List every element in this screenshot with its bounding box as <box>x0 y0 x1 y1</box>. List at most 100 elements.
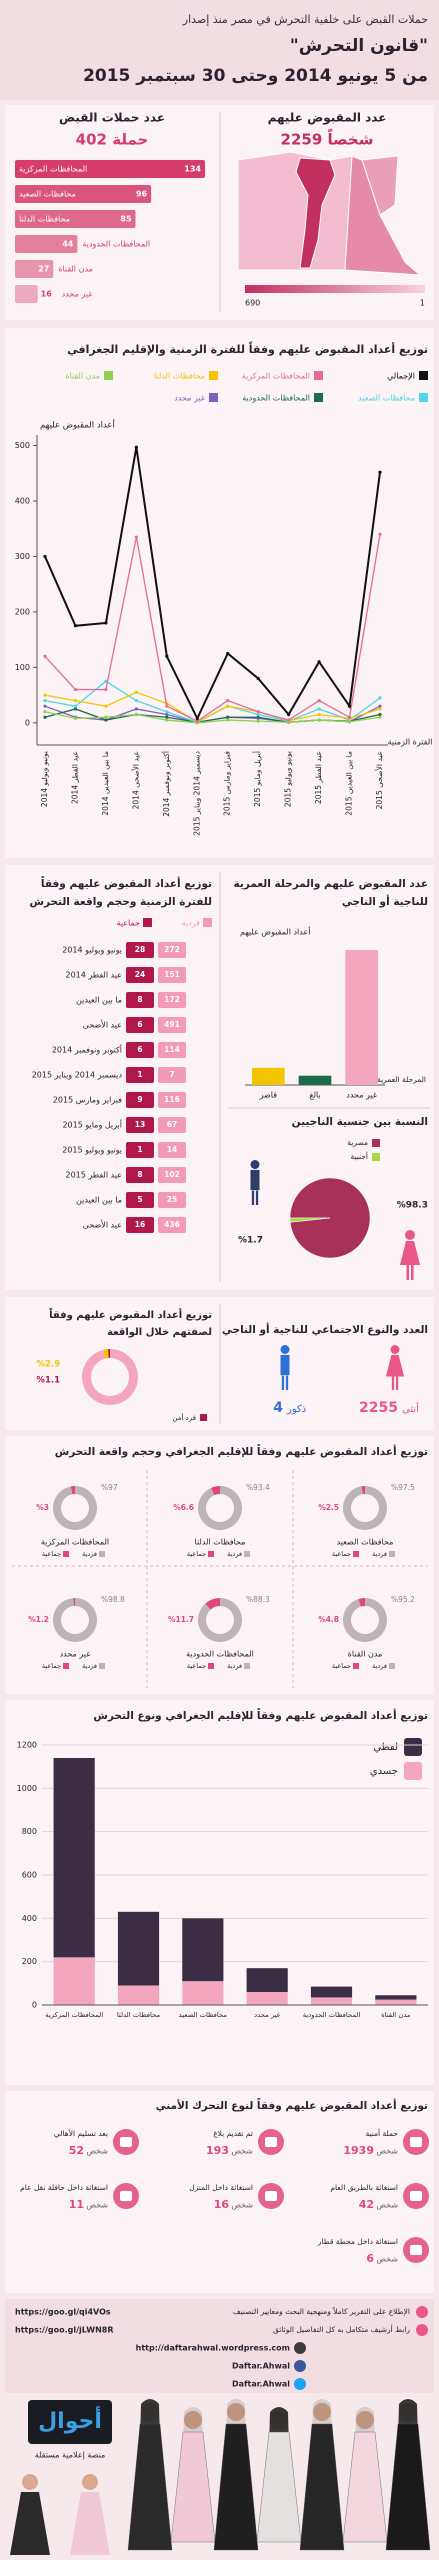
donut-slice <box>211 1486 220 1496</box>
unit: شخص <box>86 2201 108 2210</box>
x-tick-label: مدن القناة <box>381 2011 411 2019</box>
x-tick-label: غير محدد <box>254 2011 281 2019</box>
icon <box>406 1264 409 1280</box>
y-tick-label: 1000 <box>17 1784 37 1793</box>
icon <box>395 1375 399 1390</box>
point <box>43 554 47 559</box>
link-text: رابط أرشيف متكامل به كل التفاصيل الوثائق <box>273 2324 410 2334</box>
icon <box>405 1230 415 1240</box>
legend-label: جماعية <box>187 1662 206 1670</box>
chart-title: للفترة الزمنية وحجم واقعة التحرش <box>29 896 212 908</box>
scale-label: 1 <box>420 299 425 308</box>
legend-swatch <box>389 1551 395 1557</box>
table-cell <box>158 1042 186 1058</box>
cell-value: 13 <box>135 1120 145 1129</box>
cell-value: 67 <box>167 1120 177 1129</box>
row-label: أكتوبر ونوفمبر 2014 <box>52 1045 122 1055</box>
x-tick-label: قاصر <box>259 1091 278 1100</box>
legend-label: المحافظات المركزية <box>242 372 310 381</box>
point <box>104 718 108 722</box>
legend-label: جماعية <box>187 1550 206 1558</box>
y-tick-label: 1200 <box>17 1741 37 1750</box>
bar-segment <box>375 1999 417 2005</box>
icon <box>294 2360 306 2372</box>
point <box>73 699 78 703</box>
link-text: الإطلاع على التقرير كاملاً ومنهجية البحث… <box>233 2306 410 2316</box>
row-label: عيد الفطر 2015 <box>65 1171 122 1180</box>
link[interactable]: Daftar.Ahwal <box>232 2362 290 2371</box>
value-label: 96 <box>136 190 148 199</box>
label: 402 حملة <box>76 131 149 149</box>
icon <box>416 2306 428 2318</box>
point <box>287 718 291 722</box>
legend-swatch <box>209 371 218 380</box>
point <box>165 718 169 722</box>
legend-swatch <box>209 393 218 402</box>
point <box>226 718 230 722</box>
row-label: ما بين العيدين <box>76 996 122 1005</box>
table-cell <box>158 942 186 958</box>
y-tick-label: 600 <box>22 1871 37 1880</box>
legend-swatch <box>353 1551 359 1557</box>
icon <box>386 1354 404 1377</box>
chart-title: عدد المقبوض عليهم والمرحلة العمرية <box>233 878 428 890</box>
legend-swatch <box>353 1663 359 1669</box>
x-tick-label: يونيو ويوليو 2014 <box>40 751 49 807</box>
legend-label: الإجمالي <box>387 372 415 382</box>
link[interactable]: https://goo.gl/jLWN8R <box>15 2326 114 2335</box>
value: 16 <box>214 2198 230 2211</box>
point <box>378 707 382 711</box>
donut-slice <box>73 1598 75 1607</box>
table-cell <box>126 1217 154 1233</box>
chart-title: توزيع أعداد المقبوض عليهم وفقاً لنوع الت… <box>156 2098 428 2112</box>
icon <box>281 1375 285 1390</box>
link[interactable]: http://daftarahwal.wordpress.com <box>136 2344 290 2353</box>
legend-swatch <box>314 393 323 402</box>
pie-slice <box>289 1217 331 1223</box>
point <box>378 715 382 719</box>
bar <box>15 185 152 203</box>
icon <box>410 2137 422 2147</box>
legend-label: لفظي <box>373 1742 398 1753</box>
point <box>226 715 230 719</box>
legend-label: غير محدد <box>174 394 205 403</box>
legend-label: فردية <box>82 1662 97 1670</box>
legend-swatch <box>372 1139 380 1147</box>
category-label: استغاثة داخل محطة قطار <box>317 2237 398 2246</box>
link[interactable]: https://goo.gl/qi4VOs <box>15 2308 111 2317</box>
legend-label: جماعية <box>42 1662 61 1670</box>
legend-swatch <box>208 1663 214 1669</box>
link[interactable]: Daftar.Ahwal <box>232 2380 290 2389</box>
table-cell <box>126 967 154 983</box>
x-tick-label: ديسمبر 2014 ويناير 2015 <box>192 751 201 836</box>
point <box>226 704 230 708</box>
point <box>43 715 47 719</box>
legend-swatch <box>200 1414 207 1421</box>
category-label: محافظات الصعيد <box>337 1538 394 1547</box>
kicker: حملات القبض على خلفية التحرش في مصر منذ … <box>182 13 428 26</box>
chart-title: توزيع أعداد المقبوض عليهم وفقاً للإقليم … <box>55 1444 428 1458</box>
value: 11 <box>69 2198 84 2211</box>
x-tick-label: عيد الأضحى 2015 <box>374 751 384 809</box>
point <box>226 651 230 656</box>
cell-value: 1 <box>137 1145 142 1154</box>
table-cell <box>126 1017 154 1033</box>
chart-title: لصفتهم خلال الواقعة <box>107 1327 212 1338</box>
category-label: استغاثة داخل حافلة نقل عام <box>20 2183 108 2192</box>
chart-title: توزيع أعداد المقبوض عليهم وفقاً <box>41 876 212 890</box>
legend-swatch <box>244 1663 250 1669</box>
point <box>165 654 169 658</box>
point <box>317 699 321 703</box>
cell-value: 491 <box>164 1020 180 1029</box>
bar-segment <box>117 1911 160 1986</box>
illustration <box>70 2492 110 2555</box>
value-label: %2.5 <box>318 1503 339 1512</box>
axis-title: الفترة الزمنية <box>388 738 433 747</box>
legend-label: فردية <box>182 919 200 928</box>
line <box>44 534 381 722</box>
table-cell <box>158 1067 186 1083</box>
x-tick-label: عيد الفطر 2015 <box>314 751 323 804</box>
legend-swatch <box>404 1762 422 1780</box>
donut-slice <box>108 1349 110 1359</box>
tagline: منصة إعلامية مستقلة <box>35 2451 106 2461</box>
